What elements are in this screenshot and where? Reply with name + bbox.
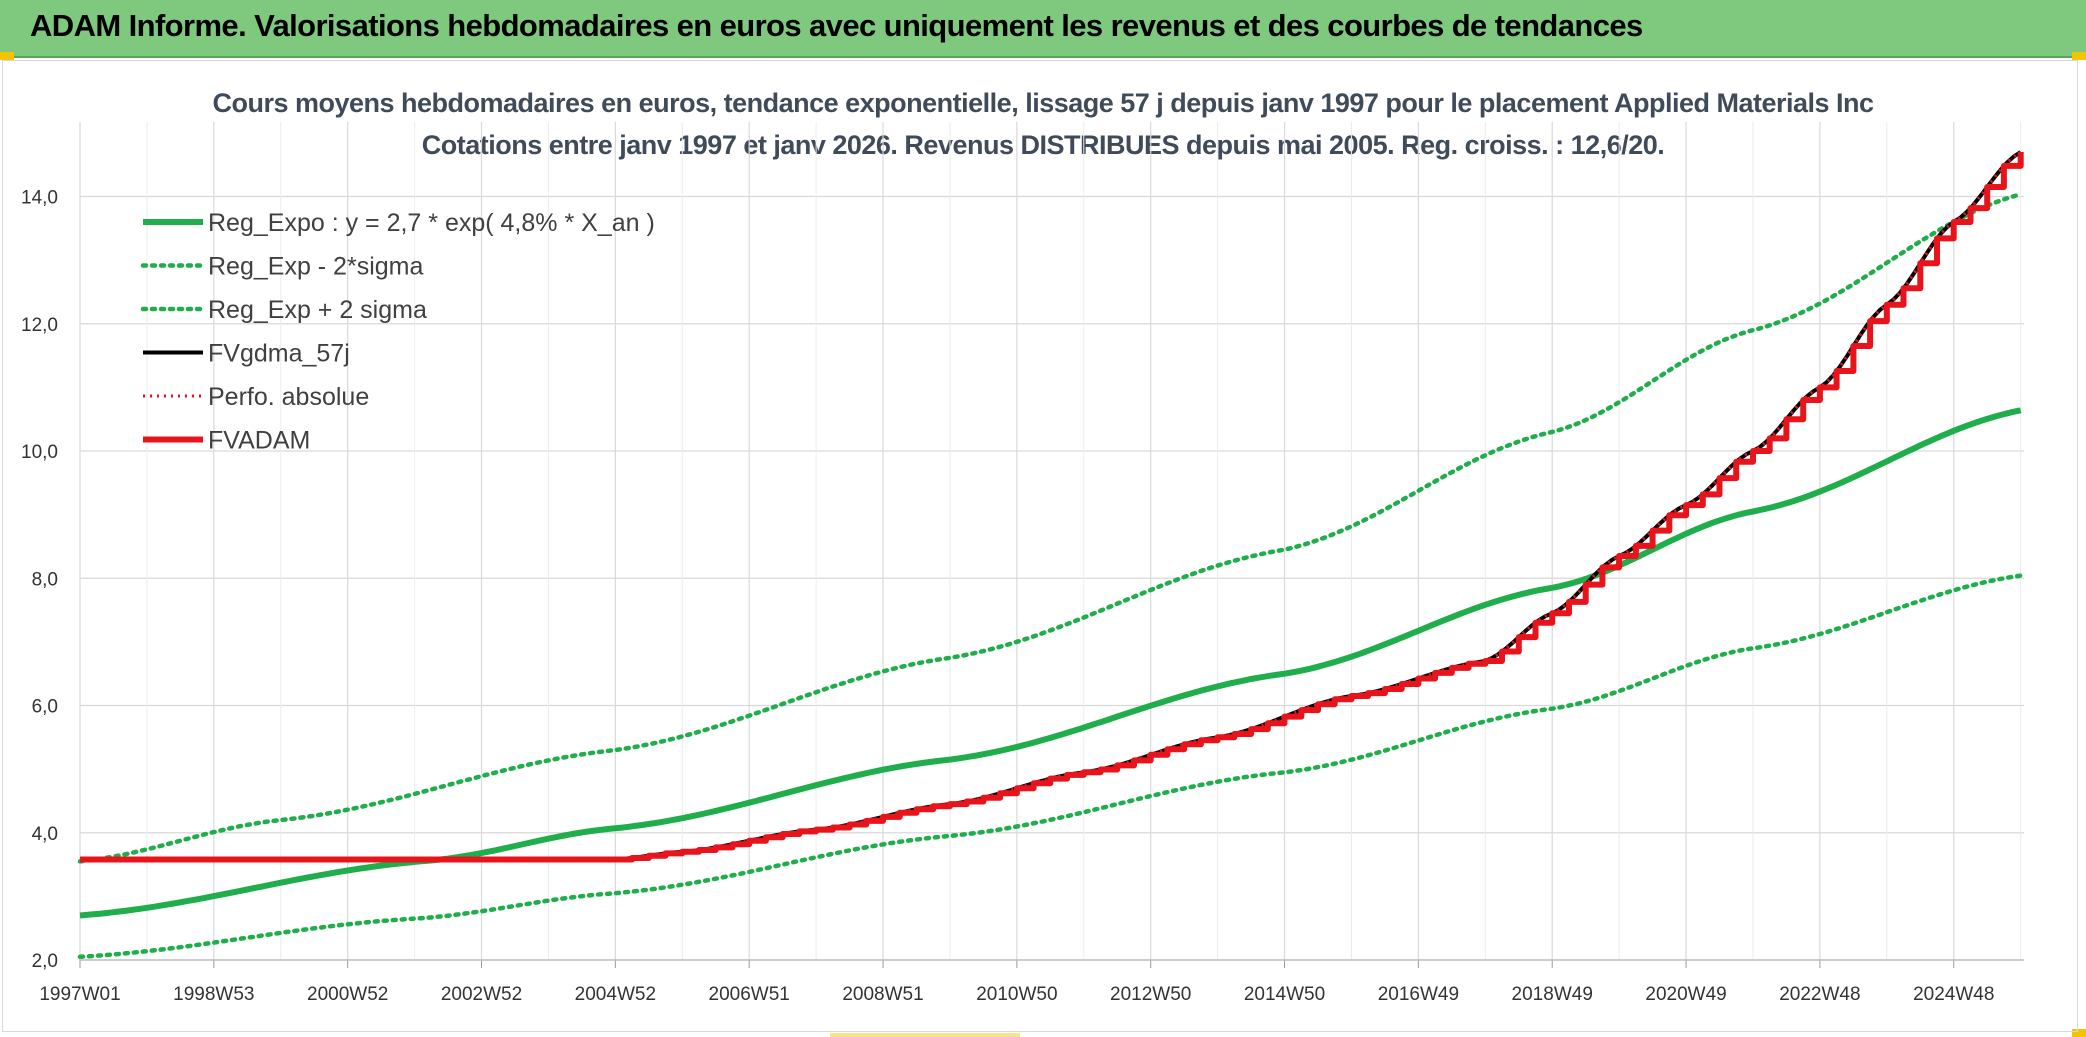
x-tick-label: 2018W49 (1512, 984, 1593, 1005)
chart-title: Cours moyens hebdomadaires en euros, ten… (212, 88, 1874, 118)
y-tick-label: 10,0 (21, 442, 58, 463)
corner-marker-left (0, 52, 14, 60)
chart-subtitle: Cotations entre janv 1997 et janv 2026. … (421, 130, 1665, 160)
grid (79, 122, 2024, 968)
legend-entry-5: Perfo. absolue (208, 383, 369, 411)
x-tick-label: 2016W49 (1378, 984, 1459, 1005)
legend-entry-2: Reg_Exp - 2*sigma (208, 253, 423, 281)
axis-labels: 2,0 4,0 6,0 8,0 10,0 12,0 14,0 1997W01 1998W53 20… (21, 188, 1994, 1005)
x-tick-label: 2022W48 (1779, 984, 1860, 1005)
x-tick-label: 2002W52 (441, 984, 522, 1005)
legend-entry-6: FVADAM (208, 427, 310, 455)
y-tick-label: 4,0 (32, 824, 58, 845)
series-layer (77, 150, 2024, 960)
x-tick-label: 2024W48 (1913, 984, 1994, 1005)
x-tick-label: 2008W51 (842, 984, 923, 1005)
series-line-6 (80, 152, 2024, 863)
series-line-1 (79, 407, 2022, 919)
x-tick-label: 2014W50 (1244, 984, 1325, 1005)
x-tick-label: 1997W01 (39, 984, 120, 1005)
series-line-3 (77, 191, 2023, 864)
y-tick-label: 12,0 (21, 315, 58, 336)
legend-entry-3: Reg_Exp + 2 sigma (208, 296, 427, 324)
report-header: ADAM Informe. Valorisations hebdomadaire… (0, 0, 2086, 58)
y-tick-label: 14,0 (21, 188, 58, 209)
x-tick-label: 2006W51 (709, 984, 790, 1005)
series-line-2 (77, 573, 2023, 960)
corner-marker-right (2072, 52, 2086, 60)
bottom-marker (830, 1033, 1020, 1037)
x-tick-label: 2012W50 (1110, 984, 1191, 1005)
legend-entry-4: FVgdma_57j (208, 340, 350, 368)
chart-frame (2, 60, 2078, 1032)
x-tick-label: 2020W49 (1645, 984, 1726, 1005)
x-tick-label: 2000W52 (307, 984, 388, 1005)
y-tick-label: 2,0 (32, 951, 58, 972)
x-tick-label: 1998W53 (173, 984, 254, 1005)
y-tick-label: 8,0 (32, 569, 58, 590)
x-tick-label: 2010W50 (976, 984, 1057, 1005)
legend-entry-1: Reg_Expo : y = 2,7 * exp( 4,8% * X_an ) (208, 209, 655, 237)
x-tick-label: 2004W52 (575, 984, 656, 1005)
report-title: ADAM Informe. Valorisations hebdomadaire… (30, 8, 1643, 43)
y-tick-label: 6,0 (32, 697, 58, 718)
legend: Reg_Expo : y = 2,7 * exp( 4,8% * X_an ) R… (140, 209, 655, 455)
corner-marker-bottom-right (2072, 1029, 2086, 1037)
